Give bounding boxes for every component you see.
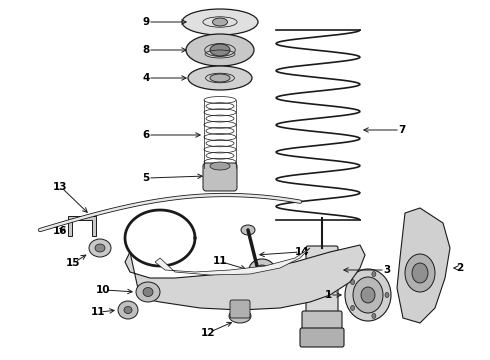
Text: 9: 9 bbox=[143, 17, 149, 27]
Ellipse shape bbox=[186, 34, 254, 66]
Ellipse shape bbox=[210, 162, 230, 170]
Ellipse shape bbox=[95, 244, 105, 252]
Ellipse shape bbox=[253, 273, 267, 283]
Text: 1: 1 bbox=[324, 290, 332, 300]
Text: 2: 2 bbox=[456, 263, 464, 273]
Ellipse shape bbox=[385, 292, 389, 297]
Text: 4: 4 bbox=[142, 73, 149, 83]
Text: 11: 11 bbox=[91, 307, 105, 317]
Ellipse shape bbox=[256, 265, 268, 275]
Ellipse shape bbox=[210, 44, 230, 56]
Text: 12: 12 bbox=[201, 328, 216, 338]
FancyBboxPatch shape bbox=[300, 328, 344, 347]
Ellipse shape bbox=[188, 66, 252, 90]
Ellipse shape bbox=[124, 306, 132, 314]
Polygon shape bbox=[397, 208, 450, 323]
Ellipse shape bbox=[210, 74, 230, 82]
Ellipse shape bbox=[136, 282, 160, 302]
Ellipse shape bbox=[405, 254, 435, 292]
Text: 5: 5 bbox=[143, 173, 149, 183]
Ellipse shape bbox=[351, 280, 355, 284]
Ellipse shape bbox=[351, 305, 355, 310]
Ellipse shape bbox=[89, 239, 111, 257]
Polygon shape bbox=[68, 216, 96, 236]
Text: 11: 11 bbox=[213, 256, 227, 266]
Ellipse shape bbox=[345, 269, 391, 321]
Polygon shape bbox=[155, 248, 310, 275]
FancyBboxPatch shape bbox=[302, 311, 342, 337]
Text: 15: 15 bbox=[66, 258, 80, 268]
Ellipse shape bbox=[353, 277, 383, 313]
Ellipse shape bbox=[118, 301, 138, 319]
Ellipse shape bbox=[182, 9, 258, 35]
Text: 10: 10 bbox=[96, 285, 110, 295]
Ellipse shape bbox=[361, 287, 375, 303]
Text: 16: 16 bbox=[53, 226, 67, 236]
FancyBboxPatch shape bbox=[203, 163, 237, 191]
Ellipse shape bbox=[372, 271, 376, 276]
FancyBboxPatch shape bbox=[306, 246, 338, 315]
Text: 6: 6 bbox=[143, 130, 149, 140]
Text: 8: 8 bbox=[143, 45, 149, 55]
Ellipse shape bbox=[241, 225, 255, 235]
FancyBboxPatch shape bbox=[230, 300, 250, 318]
Text: 3: 3 bbox=[383, 265, 391, 275]
Polygon shape bbox=[125, 245, 365, 310]
Ellipse shape bbox=[143, 288, 153, 297]
Ellipse shape bbox=[412, 263, 428, 283]
Text: 13: 13 bbox=[53, 181, 68, 192]
Ellipse shape bbox=[372, 314, 376, 319]
Text: 7: 7 bbox=[398, 125, 406, 135]
Ellipse shape bbox=[249, 259, 275, 281]
Ellipse shape bbox=[229, 309, 251, 323]
Text: 14: 14 bbox=[294, 247, 309, 257]
Ellipse shape bbox=[213, 18, 227, 26]
